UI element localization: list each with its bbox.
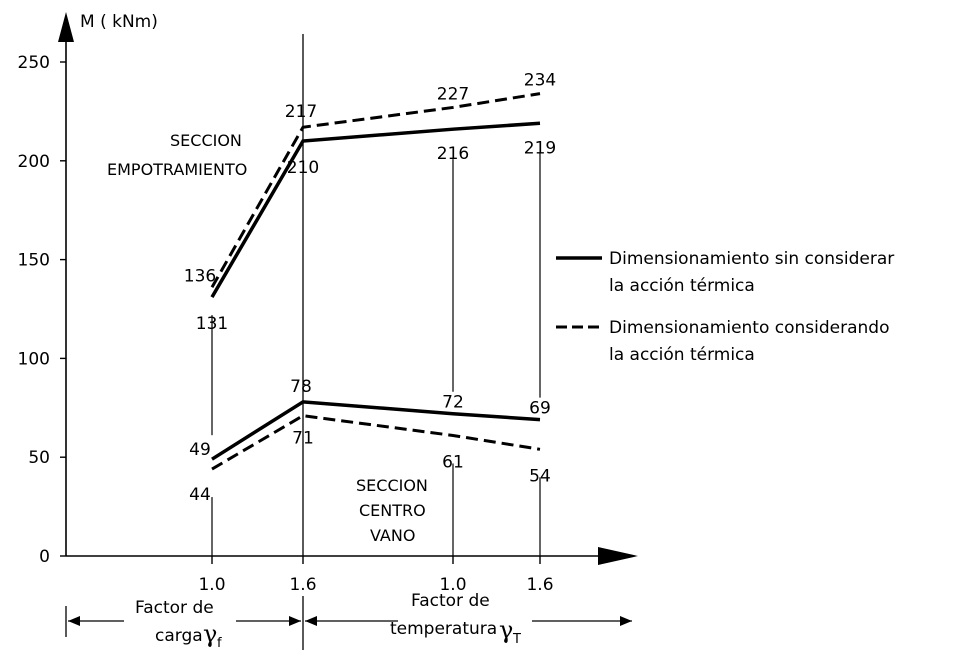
data-label: 71 bbox=[292, 429, 314, 449]
y-axis-label-group: M ( kNm) bbox=[80, 12, 158, 32]
data-label: 78 bbox=[290, 377, 312, 397]
vertical-guide-lines bbox=[211, 34, 541, 556]
factor-groups: Factor de carga γ f Factor de temperatur… bbox=[65, 591, 632, 651]
factor-temperatura-arrowhead-left bbox=[305, 616, 317, 626]
factor-carga-arrowhead-left bbox=[68, 616, 80, 626]
y-tick-label: 150 bbox=[18, 251, 50, 271]
x-axis-arrowhead bbox=[598, 547, 638, 565]
series-line-4 bbox=[211, 414, 541, 471]
data-label: 72 bbox=[442, 393, 464, 413]
section-label-centro-vano: SECCION CENTRO VANO bbox=[356, 476, 428, 545]
data-label: 54 bbox=[529, 466, 551, 486]
series-line-2 bbox=[210, 92, 541, 289]
x-tick-label: 1.6 bbox=[526, 575, 553, 595]
legend: Dimensionamiento sin considerar la acció… bbox=[556, 249, 894, 365]
data-label: 49 bbox=[189, 440, 211, 460]
section-top-line-1: SECCION bbox=[170, 131, 242, 150]
section-bottom-line-3: VANO bbox=[370, 526, 415, 545]
factor-carga-symbol: γ bbox=[203, 620, 217, 648]
legend-dashed-line-1: Dimensionamiento considerando bbox=[609, 318, 890, 338]
series-lines bbox=[210, 92, 541, 471]
data-label: 61 bbox=[442, 452, 464, 472]
y-tick-label: 50 bbox=[28, 448, 50, 468]
x-tick-label: 1.6 bbox=[289, 575, 316, 595]
legend-solid-line-1: Dimensionamiento sin considerar bbox=[609, 249, 894, 269]
legend-solid-line-2: la acción térmica bbox=[609, 276, 755, 296]
section-bottom-line-1: SECCION bbox=[356, 476, 428, 495]
y-tick-label: 200 bbox=[18, 152, 50, 172]
data-label: 227 bbox=[437, 84, 469, 104]
factor-temperatura-symbol: γ bbox=[499, 616, 513, 644]
y-axis-label: M ( kNm) bbox=[80, 12, 158, 32]
x-tick-label: 1.0 bbox=[439, 575, 466, 595]
series-line-1 bbox=[210, 121, 541, 299]
data-label: 234 bbox=[524, 71, 556, 91]
x-tick-label: 1.0 bbox=[198, 575, 225, 595]
factor-carga-subscript: f bbox=[217, 636, 222, 651]
data-label: 131 bbox=[196, 314, 228, 334]
y-tick-label: 250 bbox=[18, 53, 50, 73]
factor-temperatura-arrowhead-right bbox=[620, 616, 632, 626]
factor-temperatura-line-1: Factor de bbox=[411, 591, 490, 611]
data-label: 210 bbox=[287, 158, 319, 178]
data-label: 69 bbox=[529, 399, 551, 419]
factor-carga-line-1: Factor de bbox=[135, 598, 214, 618]
series-line-3 bbox=[211, 400, 541, 461]
data-label: 217 bbox=[285, 102, 317, 122]
value-labels: 131 210 216 219 136 217 227 234 49 78 72 69 44 71 61 54 bbox=[184, 71, 556, 505]
y-tick-label: 100 bbox=[18, 349, 50, 369]
axes: 0 50 100 150 200 250 1.0 1.6 1.0 1.6 bbox=[18, 12, 638, 595]
factor-temperatura-line-2: temperatura bbox=[390, 619, 497, 639]
factor-carga-arrowhead-right bbox=[289, 616, 301, 626]
y-axis-arrowhead bbox=[58, 12, 74, 42]
section-bottom-line-2: CENTRO bbox=[359, 501, 426, 520]
y-tick-label: 0 bbox=[39, 547, 50, 567]
data-label: 216 bbox=[437, 144, 469, 164]
legend-dashed-line-2: la acción térmica bbox=[609, 345, 755, 365]
factor-carga-line-2: carga bbox=[155, 626, 203, 646]
section-top-line-2: EMPOTRAMIENTO bbox=[107, 160, 247, 179]
factor-temperatura-subscript: T bbox=[512, 632, 521, 647]
data-label: 44 bbox=[189, 485, 211, 505]
section-label-empotramiento: SECCION EMPOTRAMIENTO bbox=[107, 131, 247, 179]
data-label: 136 bbox=[184, 266, 216, 286]
data-label: 219 bbox=[524, 138, 556, 158]
